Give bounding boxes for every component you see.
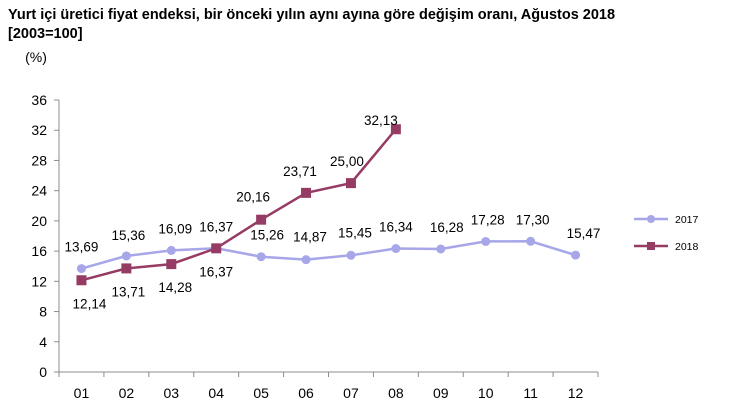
data-label-2018: 12,14: [73, 296, 107, 311]
data-point-2018: [301, 187, 312, 198]
data-label-2017: 15,26: [250, 228, 284, 243]
legend-label-2017: 2017: [675, 214, 699, 226]
y-axis-label: (%): [25, 49, 47, 65]
legend-marker-2018: [647, 242, 655, 250]
data-point-2017: [391, 244, 401, 254]
y-tick-label: 4: [39, 334, 47, 350]
x-tick-label: 07: [343, 385, 359, 401]
data-label-2017: 15,36: [111, 228, 145, 243]
data-point-2018: [211, 243, 222, 254]
data-point-2018: [345, 178, 356, 189]
data-label-2017: 14,87: [293, 230, 327, 245]
data-point-2017: [346, 250, 356, 260]
x-tick-label: 08: [388, 385, 404, 401]
data-point-2017: [436, 244, 446, 254]
y-tick-label: 32: [31, 122, 47, 138]
data-point-2017: [301, 255, 311, 265]
x-tick-label: 01: [74, 385, 90, 401]
data-label-2018: 23,71: [283, 164, 317, 179]
data-label-2017: 17,30: [516, 212, 550, 227]
data-label-2017: 16,34: [379, 220, 413, 235]
data-label-2017: 16,09: [158, 221, 192, 236]
series-line-2017: [81, 240, 576, 270]
data-point-2017: [526, 236, 536, 246]
chart-subtitle: [2003=100]: [8, 26, 83, 42]
data-label-2017: 15,47: [567, 226, 601, 241]
data-label-2017: 16,37: [199, 219, 233, 234]
y-tick-label: 0: [39, 364, 47, 380]
data-label-2017: 16,28: [430, 220, 464, 235]
data-point-2018: [256, 214, 267, 225]
data-point-2018: [76, 275, 87, 286]
data-point-2018: [166, 259, 177, 270]
x-tick-label: 06: [298, 385, 314, 401]
legend-marker-2017: [647, 215, 655, 223]
data-label-2017: 13,69: [65, 240, 99, 255]
y-tick-label: 28: [31, 152, 47, 168]
x-tick-label: 10: [478, 385, 494, 401]
data-label-2018: 25,00: [330, 154, 364, 169]
x-tick-label: 05: [253, 385, 269, 401]
data-point-2017: [481, 236, 491, 246]
y-tick-label: 36: [31, 92, 47, 108]
y-tick-label: 20: [31, 213, 47, 229]
data-point-2017: [166, 245, 176, 255]
x-tick-label: 09: [433, 385, 449, 401]
data-label-2018: 13,71: [111, 284, 145, 299]
data-point-2018: [390, 124, 401, 135]
x-tick-label: 12: [568, 385, 584, 401]
data-label-2018: 20,16: [236, 190, 270, 205]
x-tick-label: 11: [523, 385, 538, 401]
data-point-2017: [571, 250, 581, 260]
y-tick-label: 12: [31, 273, 47, 289]
x-tick-label: 04: [208, 385, 224, 401]
y-tick-label: 16: [31, 243, 47, 259]
data-label-2017: 17,28: [471, 212, 505, 227]
y-tick-label: 24: [31, 183, 47, 199]
data-label-2018: 14,28: [158, 280, 192, 295]
data-label-2017: 15,45: [338, 225, 372, 240]
y-tick-label: 8: [39, 304, 47, 320]
data-label-2018: 16,37: [199, 264, 233, 279]
legend-label-2018: 2018: [675, 241, 699, 253]
x-tick-label: 03: [164, 385, 180, 401]
data-point-2017: [256, 252, 266, 262]
data-point-2018: [121, 263, 132, 274]
series-line-2018: [81, 128, 397, 282]
chart-title-text: Yurt içi üretici fiyat endeksi, bir önce…: [8, 7, 616, 23]
chart-title: Yurt içi üretici fiyat endeksi, bir önce…: [8, 6, 736, 44]
data-point-2017: [76, 264, 86, 274]
data-label-2018: 32,13: [364, 113, 398, 128]
x-tick-label: 02: [119, 385, 135, 401]
data-point-2017: [121, 251, 131, 261]
